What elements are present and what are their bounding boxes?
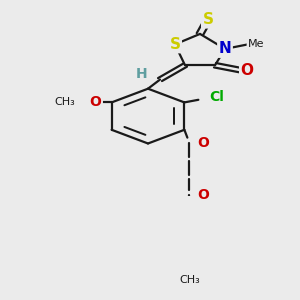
Text: S: S [169,37,181,52]
Text: O: O [241,63,254,78]
Text: Cl: Cl [209,90,224,104]
Text: CH₃: CH₃ [54,98,75,107]
Text: O: O [197,136,209,150]
Text: CH₃: CH₃ [179,275,200,285]
Text: S: S [202,12,214,27]
Text: N: N [219,41,231,56]
Text: O: O [90,95,102,110]
Text: H: H [136,68,148,81]
Text: Me: Me [248,39,264,50]
Text: O: O [197,188,209,202]
